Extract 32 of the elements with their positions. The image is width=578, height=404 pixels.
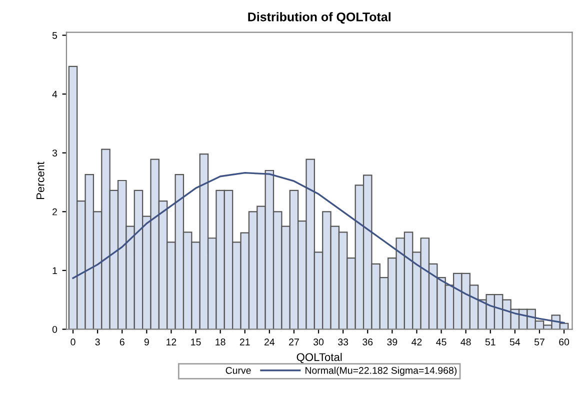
y-tick-label: 1 (52, 267, 57, 274)
x-tick-label: 33 (338, 338, 348, 346)
x-tick-label: 60 (559, 338, 570, 346)
x-tick-label: 54 (510, 338, 520, 346)
x-tick-label: 45 (436, 338, 446, 346)
x-tick-label: 27 (289, 338, 299, 346)
x-tick-label: 42 (412, 338, 422, 346)
x-tick-label: 30 (313, 338, 324, 346)
x-tick-label: 3 (95, 338, 100, 346)
x-tick-label: 15 (191, 338, 201, 346)
y-tick-label: 3 (52, 150, 58, 156)
x-tick-label: 39 (387, 338, 398, 346)
y-tick-label: 0 (52, 326, 58, 333)
x-tick-label: 12 (166, 338, 176, 346)
x-tick-label: 48 (460, 338, 471, 346)
x-tick-label: 0 (70, 338, 76, 346)
x-tick-label: 9 (144, 338, 149, 346)
x-axis-title: QOLTotal (296, 352, 342, 364)
legend-title: Curve (226, 366, 251, 374)
x-tick-label: 21 (240, 338, 250, 346)
legend-label: Normal(Mu=22.182 Sigma=14.968) (306, 366, 457, 376)
y-axis-title: Percent (36, 162, 44, 200)
x-tick-label: 6 (120, 338, 124, 346)
x-tick-label: 24 (264, 338, 275, 346)
y-tick-label: 4 (52, 90, 58, 98)
chart-title: Distribution of QOLTotal (248, 12, 390, 24)
x-tick-label: 57 (534, 338, 544, 346)
y-tick-label: 5 (52, 32, 58, 39)
x-tick-label: 51 (485, 338, 496, 346)
x-tick-label: 36 (362, 338, 373, 346)
x-tick-label: 18 (216, 338, 226, 346)
y-tick-label: 2 (52, 208, 57, 216)
